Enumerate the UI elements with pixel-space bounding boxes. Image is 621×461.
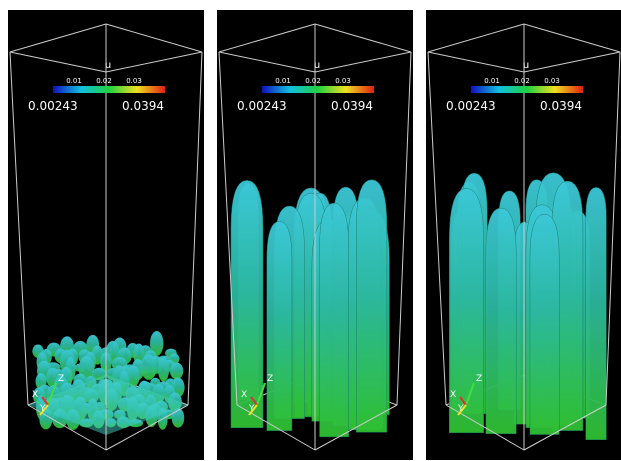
colorbar xyxy=(262,86,374,93)
colorbar-tick-label: 0.02 xyxy=(514,77,530,85)
box-edge xyxy=(397,52,411,405)
box-edge xyxy=(524,24,620,52)
axis-label-x: X xyxy=(32,390,38,400)
structure xyxy=(530,214,559,434)
colorbar-min: 0.00243 xyxy=(237,99,287,113)
box-edge xyxy=(428,52,524,72)
colorbar-title: u xyxy=(105,60,111,71)
render-panel: u 0.01 0.02 0.03 0.00243 0.0394 Z XY xyxy=(8,10,204,460)
box-edge xyxy=(188,52,202,405)
colorbar-tick-label: 0.03 xyxy=(126,77,142,85)
box-edge xyxy=(106,52,202,72)
colorbar-tick-label: 0.01 xyxy=(275,77,291,85)
render-panel: u 0.01 0.02 0.03 0.00243 0.0394 Z XY xyxy=(217,10,413,460)
box-edge xyxy=(10,52,106,72)
axis-label-z: Z xyxy=(58,374,64,384)
colorbar-tick-label: 0.01 xyxy=(484,77,500,85)
box-edge xyxy=(428,24,524,52)
structure xyxy=(356,180,387,432)
colorbar xyxy=(53,86,165,93)
colorbar-tick-label: 0.02 xyxy=(96,77,112,85)
structure xyxy=(486,208,516,434)
structure xyxy=(586,187,607,439)
box-edge xyxy=(10,52,28,405)
colorbar xyxy=(471,86,583,93)
axis-label-x: X xyxy=(450,390,456,400)
render-panel: u 0.01 0.02 0.03 0.00243 0.0394 Z XY xyxy=(426,10,621,460)
box-edge xyxy=(428,52,446,405)
structure xyxy=(320,203,349,437)
axis-label-x: X xyxy=(241,390,247,400)
axis-label-y: Y xyxy=(39,404,46,414)
colorbar-tick-label: 0.02 xyxy=(305,77,321,85)
colorbar-tick-label: 0.03 xyxy=(335,77,351,85)
structure xyxy=(158,357,169,382)
box-edge xyxy=(315,52,411,72)
structure xyxy=(170,362,183,379)
axis-label-y: Y xyxy=(457,404,464,414)
colorbar-max: 0.0394 xyxy=(122,99,164,113)
box-edge xyxy=(10,24,106,52)
figure: u0.010.020.030.002430.0394ZXYu0.010.020.… xyxy=(0,0,621,461)
structure xyxy=(141,354,157,380)
box-edge xyxy=(219,52,315,72)
colorbar-title: u xyxy=(314,60,320,71)
axis-label-y: Y xyxy=(248,404,255,414)
box-edge xyxy=(606,52,620,405)
box-edge xyxy=(524,52,620,72)
axis-label-z: Z xyxy=(476,374,482,384)
colorbar-tick-label: 0.01 xyxy=(66,77,82,85)
colorbar-title: u xyxy=(523,60,529,71)
colorbar-min: 0.00243 xyxy=(446,99,496,113)
box-edge xyxy=(219,24,315,52)
axis-label-z: Z xyxy=(267,374,273,384)
colorbar-tick-label: 0.03 xyxy=(544,77,560,85)
colorbar-max: 0.0394 xyxy=(540,99,582,113)
colorbar-max: 0.0394 xyxy=(331,99,373,113)
structure xyxy=(267,221,292,430)
box-edge xyxy=(315,24,411,52)
box-edge xyxy=(106,24,202,52)
colorbar-min: 0.00243 xyxy=(28,99,78,113)
